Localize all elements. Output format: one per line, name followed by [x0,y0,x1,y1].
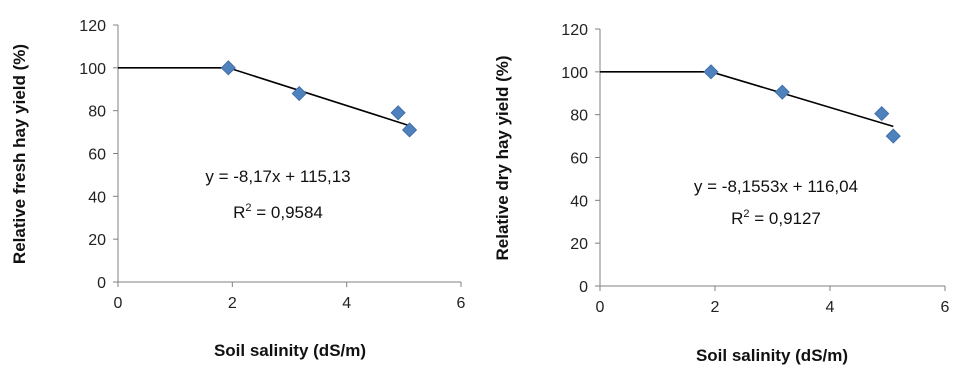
x-tick-label: 6 [941,299,950,316]
x-tick-label: 4 [342,295,351,312]
y-tick-label: 100 [561,65,588,82]
y-axis-title: Relative fresh hay yield (%) [10,44,29,264]
chart1: 0 20 40 60 80 100 120 0 2 4 6 y = -8,1553x + 116,04… [493,22,950,365]
trendline-equation: y = -8,17x + 115,13 [205,167,350,186]
x-tick-label: 0 [596,299,605,316]
x-tick-label: 4 [826,299,835,316]
y-tick-label: 60 [88,147,106,164]
y-tick-label: 0 [579,279,588,296]
data-point [885,128,901,144]
x-axis-title: Soil salinity (dS/m) [214,341,366,360]
data-point [774,84,790,100]
y-tick-label: 60 [570,151,588,168]
y-tick-label: 40 [88,189,106,206]
x-tick-label: 6 [457,295,466,312]
y-tick-label: 0 [97,275,106,292]
data-point [390,105,406,121]
x-tick-label: 2 [711,299,720,316]
y-axis-title: Relative dry hay yield (%) [493,55,512,260]
y-tick-label: 80 [88,104,106,121]
chart0: 0 20 40 60 80 100 120 0 2 4 6 y = -8,17x + 115,13 R2… [10,18,466,360]
data-point [703,64,719,80]
r-squared-label: R2 = 0,9584 [233,202,323,222]
y-tick-label: 100 [79,61,106,78]
trendline-equation: y = -8,1553x + 116,04 [694,177,858,196]
r-squared-label: R2 = 0,9127 [731,208,821,228]
data-point [291,85,307,102]
data-point [874,106,890,122]
y-tick-label: 40 [570,193,588,210]
data-point [401,122,418,138]
x-tick-label: 0 [114,295,123,312]
y-tick-label: 20 [570,236,588,253]
x-tick-label: 2 [228,295,237,312]
y-tick-label: 20 [88,232,106,249]
x-axis-title: Soil salinity (dS/m) [696,346,848,365]
data-point [220,60,236,76]
y-tick-label: 120 [79,18,106,35]
fit-line [118,67,410,127]
y-tick-label: 120 [561,22,588,39]
y-tick-label: 80 [570,108,588,125]
fit-line [600,71,894,128]
